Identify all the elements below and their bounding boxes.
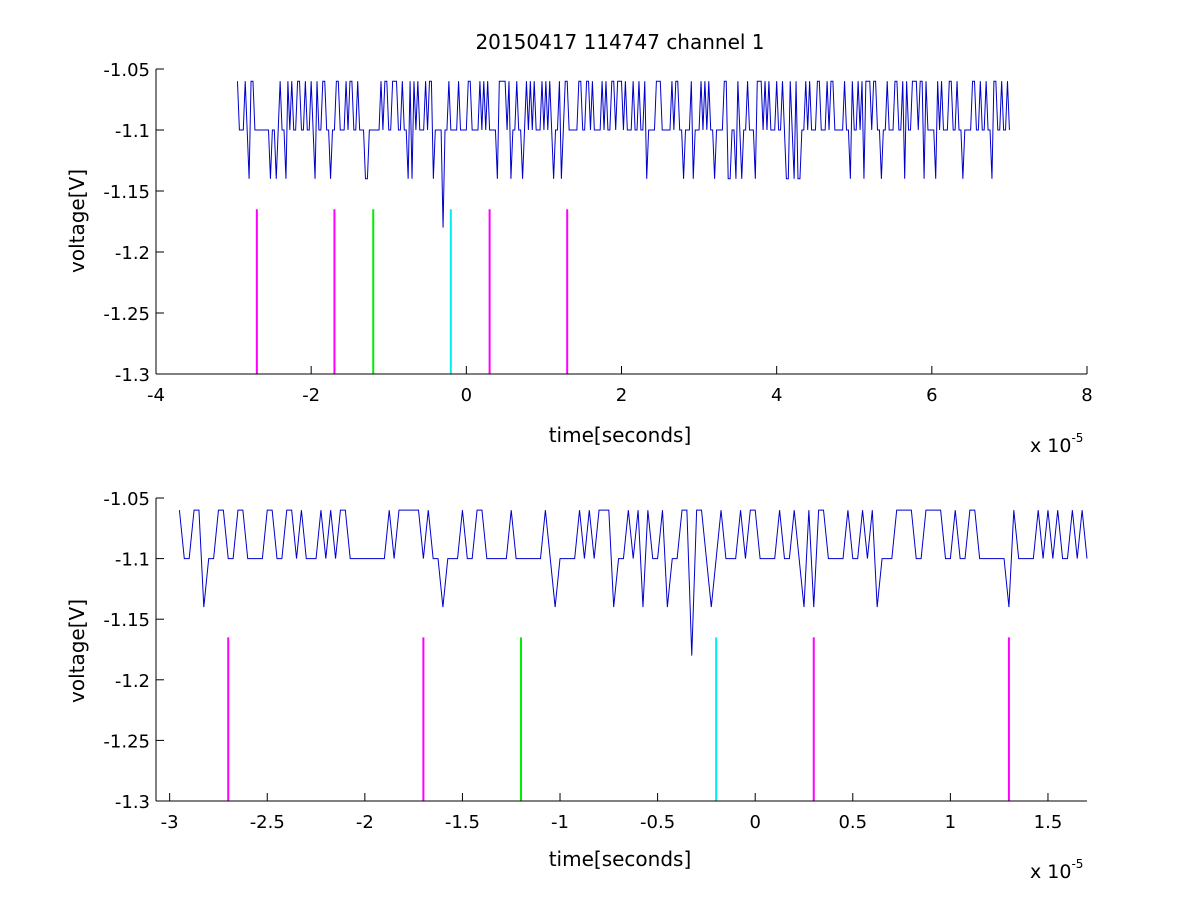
x-tick-label: 0	[749, 812, 760, 833]
x-tick-label: 2	[616, 385, 627, 406]
y-tick-label: -1.2	[115, 671, 150, 692]
bottom-plot-layer	[178, 509, 1088, 801]
top-axes: 20150417 114747 channel 1 -4 -2 0 2 4 6 8-1.3-…	[65, 30, 1093, 457]
bottom-axes: -3 -2.5 -2 -1.5 -1 -0.5 0 0.5 1 1.5 -1.3 -1.25 -1.2 -…	[65, 489, 1088, 883]
x-tick-label: 1	[945, 812, 956, 833]
x-tick-label: -3	[161, 812, 179, 833]
x-tick-label: -0.5	[640, 812, 675, 833]
y-tick-label: -1.1	[115, 121, 150, 142]
signal-line	[236, 80, 1010, 228]
signal-line	[178, 509, 1088, 656]
x-tick-label: -2	[356, 812, 374, 833]
x-tick-label: -2	[302, 385, 320, 406]
x-tick-label: 0.5	[838, 812, 867, 833]
x-tick-label: 0	[461, 385, 472, 406]
x-tick-label: 4	[771, 385, 782, 406]
y-tick-label: -1.15	[103, 610, 150, 631]
y-tick-label: -1.05	[103, 60, 150, 81]
x-tick-label: 1.5	[1034, 812, 1063, 833]
y-tick-label: -1.3	[115, 365, 150, 386]
top-x-multiplier: x 10-5	[1030, 431, 1083, 457]
top-x-axis-label: time[seconds]	[549, 423, 692, 447]
y-tick-label: -1.3	[115, 792, 150, 813]
bottom-x-multiplier: x 10-5	[1030, 857, 1083, 883]
top-x-multiplier-base: x 10	[1030, 435, 1071, 457]
top-plot-layer	[236, 80, 1010, 374]
bottom-x-axis-label: time[seconds]	[549, 847, 692, 871]
y-tick-label: -1.25	[103, 304, 150, 325]
x-tick-label: -2.5	[250, 812, 285, 833]
y-tick-label: -1.25	[103, 731, 150, 752]
y-tick-label: -1.1	[115, 550, 150, 571]
x-tick-label: -4	[147, 385, 165, 406]
y-tick-label: -1.05	[103, 489, 150, 510]
bottom-x-multiplier-base: x 10	[1030, 861, 1071, 883]
top-ticks: -4 -2 0 2 4 6 8 -1.3 -1.25 -1.2 -1.15 -1.1 -1.05	[103, 60, 1092, 406]
bottom-ticks: -3 -2.5 -2 -1.5 -1 -0.5 0 0.5 1 1.5 -1.3 -1.25 -1.2 -…	[103, 489, 1062, 833]
y-tick-label: -1.15	[103, 182, 150, 203]
x-tick-label: 6	[926, 385, 937, 406]
x-tick-label: -1.5	[445, 812, 480, 833]
bottom-y-axis-label: voltage[V]	[65, 599, 89, 703]
top-y-axis-label: voltage[V]	[65, 169, 89, 273]
y-tick-label: -1.2	[115, 243, 150, 264]
x-tick-label: -1	[551, 812, 569, 833]
x-tick-label: 8	[1081, 385, 1092, 406]
chart-title: 20150417 114747 channel 1	[475, 30, 764, 54]
top-x-multiplier-exponent: -5	[1071, 431, 1083, 445]
bottom-axis-frame	[155, 498, 1087, 802]
bottom-x-multiplier-exponent: -5	[1071, 857, 1083, 871]
